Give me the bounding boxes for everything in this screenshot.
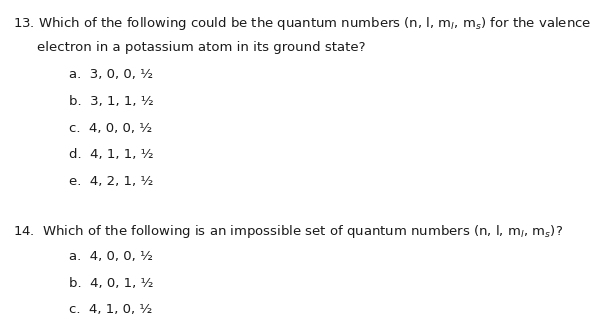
Text: electron in a potassium atom in its ground state?: electron in a potassium atom in its grou… (37, 41, 366, 54)
Text: b.  4, 0, 1, ½: b. 4, 0, 1, ½ (69, 277, 154, 289)
Text: c.  4, 0, 0, ½: c. 4, 0, 0, ½ (69, 122, 152, 135)
Text: e.  4, 2, 1, ½: e. 4, 2, 1, ½ (69, 175, 153, 188)
Text: 14.  Which of the following is an impossible set of quantum numbers (n, l, m$_{l: 14. Which of the following is an impossi… (13, 223, 563, 240)
Text: c.  4, 1, 0, ½: c. 4, 1, 0, ½ (69, 304, 152, 316)
Text: a.  3, 0, 0, ½: a. 3, 0, 0, ½ (69, 68, 153, 81)
Text: a.  4, 0, 0, ½: a. 4, 0, 0, ½ (69, 250, 153, 263)
Text: d.  4, 1, 1, ½: d. 4, 1, 1, ½ (69, 148, 154, 161)
Text: b.  3, 1, 1, ½: b. 3, 1, 1, ½ (69, 95, 154, 108)
Text: 13. Which of the following could be the quantum numbers (n, l, m$_{l}$, m$_{s}$): 13. Which of the following could be the … (13, 15, 592, 32)
